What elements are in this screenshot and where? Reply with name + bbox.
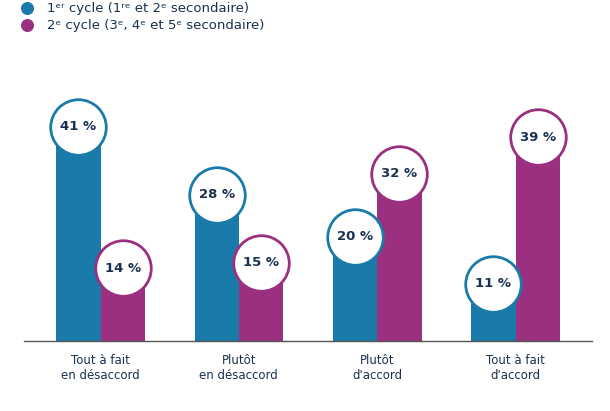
Bar: [472, 284, 515, 341]
Bar: [239, 263, 283, 341]
Point: [256, 259, 266, 266]
Text: 41 %: 41 %: [60, 120, 96, 134]
Point: [489, 280, 498, 287]
Text: 39 %: 39 %: [520, 131, 556, 144]
Point: [350, 233, 360, 240]
Text: 11 %: 11 %: [475, 277, 511, 290]
Point: [212, 192, 221, 198]
Bar: [101, 268, 145, 341]
Bar: [377, 174, 422, 341]
Text: 32 %: 32 %: [381, 168, 417, 180]
Point: [118, 265, 127, 271]
Bar: [515, 137, 560, 341]
Point: [533, 134, 543, 141]
Bar: [195, 195, 239, 341]
Text: 14 %: 14 %: [104, 261, 141, 275]
Bar: [56, 127, 101, 341]
Bar: [333, 237, 377, 341]
Legend: 1ᵉʳ cycle (1ʳᵉ et 2ᵉ secondaire), 2ᵉ cycle (3ᵉ, 4ᵉ et 5ᵉ secondaire): 1ᵉʳ cycle (1ʳᵉ et 2ᵉ secondaire), 2ᵉ cyc…: [14, 2, 264, 32]
Text: 15 %: 15 %: [243, 256, 279, 269]
Point: [395, 171, 404, 177]
Point: [73, 124, 83, 130]
Text: 28 %: 28 %: [199, 188, 235, 201]
Text: 20 %: 20 %: [337, 230, 373, 243]
